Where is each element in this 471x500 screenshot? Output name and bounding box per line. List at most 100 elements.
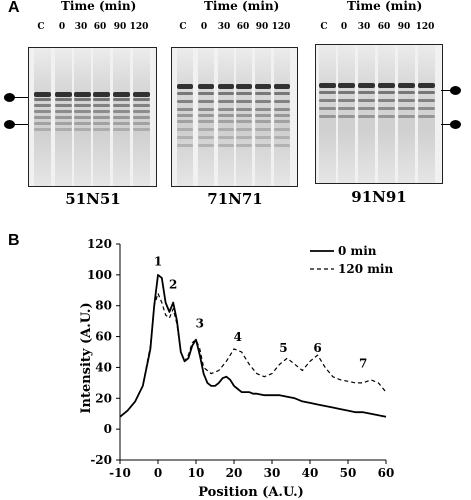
gel-band <box>398 115 415 118</box>
x-tick-label: 60 <box>378 466 395 480</box>
x-tick-label: 10 <box>188 466 205 480</box>
gel-band <box>177 114 193 117</box>
x-tick-label: 50 <box>340 466 357 480</box>
gel-lane <box>418 45 435 183</box>
gel-3-lane-label: 120 <box>415 22 435 32</box>
gel-band <box>274 84 290 89</box>
series-line-dashed <box>119 292 387 418</box>
gel-band <box>378 99 395 102</box>
gel-2-lane-label: C <box>179 22 187 32</box>
y-tick-label: -20 <box>90 453 112 467</box>
gel-band <box>74 98 91 101</box>
gel-band <box>418 115 435 118</box>
gel-band <box>34 92 51 97</box>
y-tick-label: 80 <box>95 299 112 313</box>
gel-band <box>113 104 130 107</box>
gel-band <box>236 136 252 139</box>
gel-band <box>93 122 110 125</box>
gel-band <box>198 108 214 111</box>
gel-band <box>358 107 375 110</box>
gel-lane <box>218 48 234 186</box>
gel-band <box>133 98 150 101</box>
gel-band <box>93 128 110 131</box>
gel-band <box>218 120 234 123</box>
gel-band <box>93 116 110 119</box>
gel-3-lane-label: C <box>320 22 328 32</box>
gel-band <box>255 128 271 131</box>
gel-band <box>274 92 290 95</box>
gel-lane <box>93 48 110 186</box>
x-tick-label: 40 <box>302 466 319 480</box>
gel-lane <box>255 48 271 186</box>
gel-band <box>34 116 51 119</box>
gel-lane <box>358 45 375 183</box>
gel-band <box>319 91 336 94</box>
gel-band <box>274 114 290 117</box>
gel-lane <box>133 48 150 186</box>
gel-band <box>113 98 130 101</box>
gel-band <box>358 83 375 88</box>
gel-band <box>218 114 234 117</box>
gel-1-lane-label: C <box>37 22 45 32</box>
x-tick-label: 0 <box>154 466 162 480</box>
gel-band <box>274 136 290 139</box>
gel-1-time-title: Time (min) <box>61 0 137 13</box>
gel-lane <box>338 45 355 183</box>
gel-band <box>358 99 375 102</box>
gel-band <box>255 114 271 117</box>
x-tick-label: 30 <box>264 466 281 480</box>
band-marker-upper-right <box>450 86 461 95</box>
band-marker-upper-left-line <box>14 97 28 98</box>
gel-image-51N51 <box>28 47 157 187</box>
gel-band <box>255 84 271 89</box>
gel-3-lane-label: 90 <box>397 22 411 32</box>
gel-band <box>236 108 252 111</box>
gel-band <box>74 104 91 107</box>
gel-band <box>236 84 252 89</box>
gel-band <box>34 128 51 131</box>
gel-lane <box>274 48 290 186</box>
gel-band <box>198 136 214 139</box>
gel-2-time-title: Time (min) <box>204 0 280 13</box>
gel-band <box>398 99 415 102</box>
gel-band <box>55 122 72 125</box>
gel-band <box>55 128 72 131</box>
gel-lane <box>236 48 252 186</box>
peak-label: 3 <box>196 316 204 330</box>
gel-band <box>218 84 234 89</box>
gel-band <box>34 110 51 113</box>
gel-lane <box>113 48 130 186</box>
gel-band <box>358 115 375 118</box>
gel-band <box>177 144 193 147</box>
gel-band <box>274 144 290 147</box>
gel-3-lane-label: 0 <box>340 22 348 32</box>
gel-band <box>398 83 415 88</box>
gel-band <box>319 83 336 88</box>
gel-band <box>113 122 130 125</box>
gel-band <box>319 115 336 118</box>
gel-band <box>338 115 355 118</box>
gel-band <box>274 100 290 103</box>
y-tick-label: 40 <box>95 360 112 374</box>
gel-band <box>338 83 355 88</box>
gel-band <box>398 91 415 94</box>
gel-band <box>218 144 234 147</box>
gel-2-lane-label: 30 <box>217 22 231 32</box>
gel-2-name: 71N71 <box>207 190 263 208</box>
y-tick-label: 60 <box>95 330 112 344</box>
gel-lane <box>398 45 415 183</box>
gel-band <box>198 84 214 89</box>
gel-band <box>236 120 252 123</box>
gel-3-time-title: Time (min) <box>347 0 423 13</box>
y-axis-label: Intensity (A.U.) <box>79 302 94 413</box>
band-marker-upper-left <box>4 93 15 102</box>
x-axis-label: Position (A.U.) <box>198 485 304 500</box>
gel-band <box>177 136 193 139</box>
peak-label: 4 <box>234 330 242 344</box>
legend-label: 0 min <box>338 244 377 258</box>
gel-band <box>133 122 150 125</box>
gel-band <box>177 128 193 131</box>
gel-band <box>93 98 110 101</box>
gel-band <box>236 114 252 117</box>
gel-band <box>133 116 150 119</box>
